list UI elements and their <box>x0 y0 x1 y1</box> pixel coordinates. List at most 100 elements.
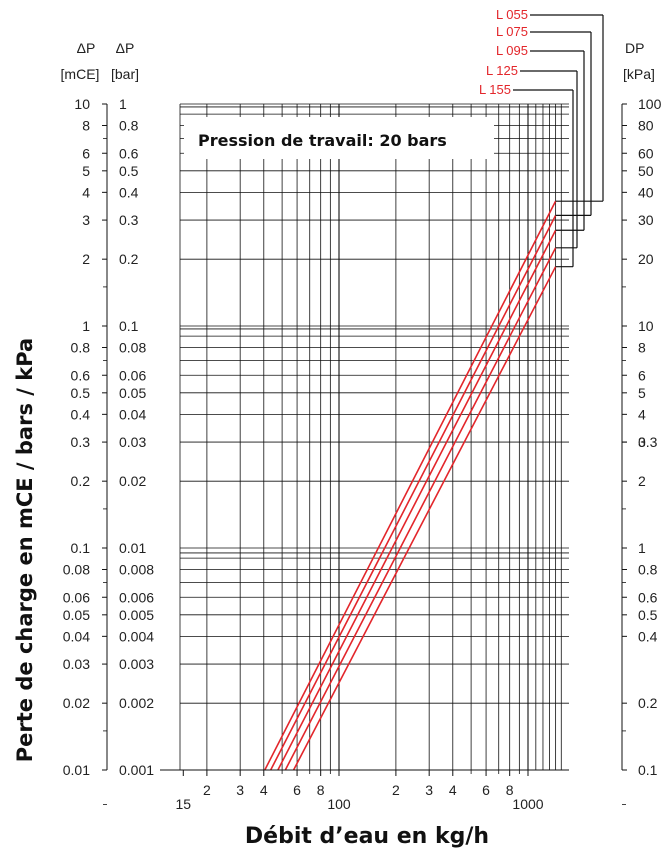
series-line <box>292 266 557 771</box>
y-axis-unit: [mCE] <box>61 66 100 82</box>
y-tick-label: 6 <box>82 145 90 161</box>
y-axis-header: DP <box>625 40 644 56</box>
y-tick-label: 5 <box>638 385 646 401</box>
x-tick-label: 4 <box>260 782 268 798</box>
y-tick-label: 8 <box>638 340 646 356</box>
x-tick-label: 8 <box>317 782 325 798</box>
x-axis-title: Débit d’eau en kg/h <box>245 824 489 849</box>
y-tick-label: 0.5 <box>71 385 91 401</box>
y-tick-label: 50 <box>638 163 654 179</box>
y-tick-label: 0.5 <box>119 163 139 179</box>
x-tick-label: 4 <box>449 782 457 798</box>
y-tick-label: 0.2 <box>119 251 139 267</box>
series-label: L 055 <box>496 7 528 22</box>
y-tick-label: 0.06 <box>63 589 90 605</box>
series-line <box>269 215 557 771</box>
y-tick-label: 0.003 <box>119 656 154 672</box>
x-tick-label: 3 <box>236 782 244 798</box>
y-tick-label: 0.1 <box>119 318 139 334</box>
x-tick-label: 100 <box>327 796 351 812</box>
y-tick-label: 0.008 <box>119 562 154 578</box>
y-tick-label: 0.03 <box>63 656 90 672</box>
y-tick-label: 0.06 <box>119 367 146 383</box>
y-tick-label: 0.006 <box>119 589 154 605</box>
y-tick-label: 0.004 <box>119 628 154 644</box>
y-tick-label: 30 <box>638 212 654 228</box>
y-tick-label: 0.2 <box>71 473 91 489</box>
y-axis-unit: [bar] <box>111 66 139 82</box>
y-tick-label: 0.02 <box>63 695 90 711</box>
chart-title: Pression de travail: 20 bars <box>198 131 447 150</box>
y-tick-label: 0.6 <box>119 145 139 161</box>
series-lines <box>264 200 557 771</box>
y-tick-label: 0.8 <box>119 118 139 134</box>
y-tick-label: 0.6 <box>71 367 91 383</box>
x-tick-label: 6 <box>293 782 301 798</box>
series-label: L 155 <box>479 82 511 97</box>
y-tick-label: 0.01 <box>63 762 90 778</box>
y-tick-label: 0.3 <box>638 434 658 450</box>
y-tick-label: 3 <box>638 434 646 450</box>
x-tick-label: 15 <box>175 796 191 812</box>
y-tick-label: 0.8 <box>638 562 658 578</box>
y-tick-label: 0.4 <box>119 184 139 200</box>
y-tick-label: 0.8 <box>71 340 91 356</box>
y-tick-label: 0.05 <box>63 607 90 623</box>
y-tick-label: 4 <box>82 184 90 200</box>
y-tick-label: 0.1 <box>638 762 658 778</box>
y-tick-label: 0.4 <box>71 406 91 422</box>
y-tick-label: 0.2 <box>638 695 658 711</box>
y-tick-label: 20 <box>638 251 654 267</box>
y-tick-label: 80 <box>638 118 654 134</box>
series-label: L 095 <box>496 43 528 58</box>
y-tick-label: 10 <box>74 96 90 112</box>
y-tick-label: 2 <box>82 251 90 267</box>
series-line <box>277 229 557 771</box>
series-line <box>264 200 557 771</box>
y-tick-label: 40 <box>638 184 654 200</box>
title-box-bg <box>184 117 494 159</box>
x-tick-label: 1000 <box>512 796 543 812</box>
y-tick-label: 1 <box>82 318 90 334</box>
y-tick-label: 0.6 <box>638 589 658 605</box>
y-tick-label: 0.5 <box>638 607 658 623</box>
x-tick-label: 3 <box>425 782 433 798</box>
y-tick-label: 0.001 <box>119 762 154 778</box>
y-tick-label: 0.1 <box>71 540 91 556</box>
y-tick-label: 6 <box>638 367 646 383</box>
x-tick-label: 8 <box>506 782 514 798</box>
y-tick-label: 0.02 <box>119 473 146 489</box>
series-label: L 125 <box>486 63 518 78</box>
y-tick-label: 2 <box>638 473 646 489</box>
y-tick-label: 1 <box>638 540 646 556</box>
y-axis-header: ΔP <box>77 40 96 56</box>
y-tick-label: 0.3 <box>71 434 91 450</box>
y-tick-label: 0.05 <box>119 385 146 401</box>
x-tick-label: 2 <box>392 782 400 798</box>
x-tick-label: 2 <box>203 782 211 798</box>
y-tick-label: 0.03 <box>119 434 146 450</box>
y-tick-label: 0.04 <box>63 628 90 644</box>
y-tick-label: 4 <box>638 406 646 422</box>
y-tick-label: 0.4 <box>638 628 658 644</box>
y-tick-label: 0.3 <box>119 212 139 228</box>
y-tick-label: 10 <box>638 318 654 334</box>
y-tick-label: 1 <box>119 96 127 112</box>
y-axis-unit: [kPa] <box>623 66 655 82</box>
series-label: L 075 <box>496 24 528 39</box>
y-tick-label: 0.08 <box>63 562 90 578</box>
y-tick-label: 8 <box>82 118 90 134</box>
y-tick-label: 100 <box>638 96 661 112</box>
y-axis-header: ΔP <box>116 40 135 56</box>
y-tick-label: 0.04 <box>119 406 146 422</box>
y-axis-title: Perte de charge en mCE / bars / kPa <box>13 338 37 762</box>
y-tick-label: 0.01 <box>119 540 146 556</box>
series-legend: L 055 L 075 L 095 L 125 L 155 <box>479 7 604 268</box>
y-tick-label: 3 <box>82 212 90 228</box>
grid <box>179 103 569 771</box>
series-line <box>284 247 557 771</box>
axes: 1086543210.80.60.50.40.30.20.10.080.060.… <box>61 40 661 812</box>
y-tick-label: 0.08 <box>119 340 146 356</box>
y-tick-label: 0.005 <box>119 607 154 623</box>
